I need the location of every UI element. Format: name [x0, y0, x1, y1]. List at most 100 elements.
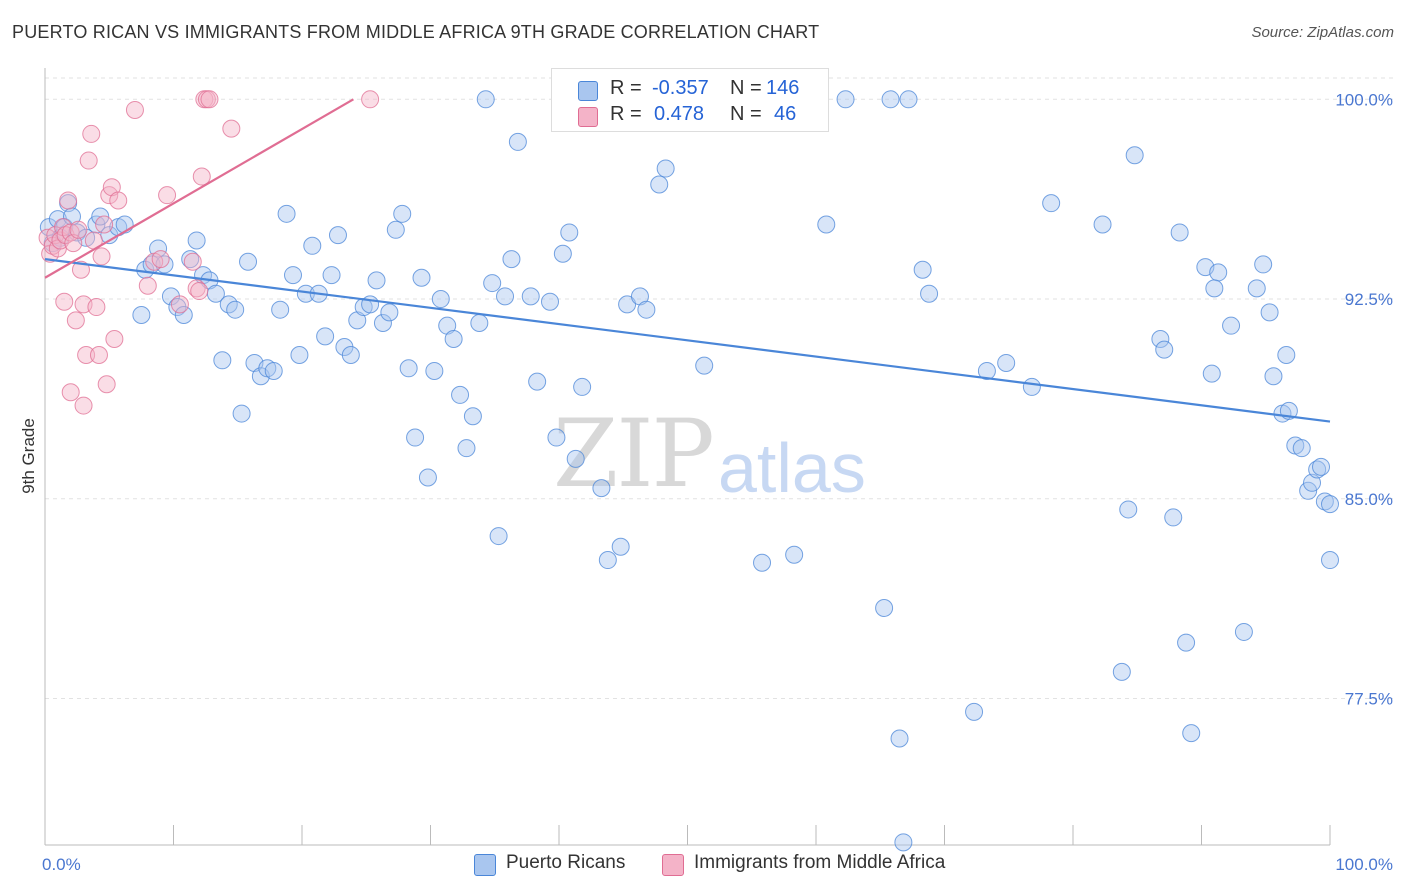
point-middle-africa: [87, 298, 106, 317]
point-middle-africa: [59, 191, 78, 210]
point-puerto-ricans: [1264, 367, 1283, 386]
point-puerto-ricans: [1303, 473, 1322, 492]
point-puerto-ricans: [328, 226, 347, 245]
point-puerto-ricans: [1234, 622, 1253, 641]
point-puerto-ricans: [881, 90, 900, 109]
point-middle-africa: [109, 191, 128, 210]
point-puerto-ricans: [502, 250, 521, 269]
point-puerto-ricans: [1170, 223, 1189, 242]
puerto-ricans-points: [39, 90, 1339, 852]
point-puerto-ricans: [890, 729, 909, 748]
point-middle-africa: [82, 124, 101, 143]
axes: [44, 68, 1331, 846]
point-puerto-ricans: [187, 231, 206, 250]
point-middle-africa: [187, 279, 206, 298]
point-puerto-ricans: [656, 159, 675, 178]
bottom-legend-swatch-blue: [474, 854, 496, 876]
axis-labels: 77.5% 85.0% 92.5% 100.0% 0.0% 100.0% 9th Grade: [19, 90, 1393, 874]
point-puerto-ricans: [418, 468, 437, 487]
point-puerto-ricans: [553, 244, 572, 263]
legend-r-value: -0.357: [652, 77, 709, 99]
point-middle-africa: [170, 295, 189, 314]
point-puerto-ricans: [149, 239, 168, 258]
point-puerto-ricans: [463, 407, 482, 426]
point-puerto-ricans: [836, 90, 855, 109]
point-puerto-ricans: [380, 303, 399, 322]
point-puerto-ricans: [1312, 457, 1331, 476]
point-middle-africa: [69, 220, 88, 239]
point-puerto-ricans: [637, 300, 656, 319]
y-tick-label: 92.5%: [1345, 290, 1393, 309]
point-puerto-ricans: [489, 527, 508, 546]
point-puerto-ricans: [1202, 364, 1221, 383]
point-puerto-ricans: [444, 329, 463, 348]
point-puerto-ricans: [174, 306, 193, 325]
point-puerto-ricans: [573, 377, 592, 396]
gridlines: [45, 77, 1395, 700]
point-puerto-ricans: [785, 545, 804, 564]
point-puerto-ricans: [476, 90, 495, 109]
point-puerto-ricans: [483, 274, 502, 293]
point-puerto-ricans: [399, 359, 418, 378]
trend-lines: [44, 98, 1331, 423]
point-middle-africa: [61, 383, 80, 402]
legend-r-value: 0.478: [654, 103, 705, 125]
point-puerto-ricans: [470, 314, 489, 333]
bottom-legend-label: Puerto Ricans: [506, 852, 626, 873]
trend-line-puerto-ricans: [44, 258, 1331, 423]
point-puerto-ricans: [431, 290, 450, 309]
legend-swatch-pink: [578, 107, 598, 127]
point-middle-africa: [222, 119, 241, 138]
point-puerto-ricans: [303, 236, 322, 255]
point-puerto-ricans: [1292, 439, 1311, 458]
point-puerto-ricans: [547, 428, 566, 447]
point-middle-africa: [158, 186, 177, 205]
point-puerto-ricans: [1321, 495, 1339, 514]
point-puerto-ricans: [226, 300, 245, 319]
point-middle-africa: [79, 151, 98, 170]
point-puerto-ricans: [1112, 662, 1131, 681]
point-puerto-ricans: [753, 553, 772, 572]
point-puerto-ricans: [457, 439, 476, 458]
point-puerto-ricans: [965, 702, 984, 721]
point-puerto-ricans: [373, 314, 392, 333]
point-puerto-ricans: [1151, 329, 1170, 348]
point-puerto-ricans: [213, 351, 232, 370]
point-puerto-ricans: [1155, 340, 1174, 359]
point-puerto-ricans: [1205, 279, 1224, 298]
point-puerto-ricans: [367, 271, 386, 290]
point-puerto-ricans: [264, 361, 283, 380]
point-puerto-ricans: [1119, 500, 1138, 519]
watermark-zip: ZIP: [553, 400, 715, 509]
point-puerto-ricans: [1182, 724, 1201, 743]
point-puerto-ricans: [181, 250, 200, 269]
point-puerto-ricans: [521, 287, 540, 306]
point-middle-africa: [55, 292, 74, 311]
point-puerto-ricans: [817, 215, 836, 234]
point-middle-africa: [190, 282, 209, 301]
point-middle-africa: [183, 252, 202, 271]
point-puerto-ricans: [1277, 345, 1296, 364]
point-puerto-ricans: [920, 284, 939, 303]
point-puerto-ricans: [899, 90, 918, 109]
y-tick-label: 85.0%: [1345, 490, 1393, 509]
point-puerto-ricans: [239, 252, 258, 271]
watermark-atlas: atlas: [718, 429, 866, 507]
point-puerto-ricans: [1125, 146, 1144, 165]
point-puerto-ricans: [1042, 194, 1061, 213]
point-puerto-ricans: [271, 300, 290, 319]
point-puerto-ricans: [695, 356, 714, 375]
bottom-legend-label: Immigrants from Middle Africa: [694, 852, 946, 873]
point-puerto-ricans: [1321, 551, 1339, 570]
point-puerto-ricans: [1254, 255, 1273, 274]
point-puerto-ricans: [290, 345, 309, 364]
middle-africa-points: [38, 90, 380, 415]
stats-legend: R = -0.357 N = 146 R = 0.478 N = 46: [551, 68, 829, 132]
y-tick-label: 100.0%: [1335, 90, 1393, 109]
point-middle-africa: [125, 100, 144, 119]
point-puerto-ricans: [1247, 279, 1266, 298]
point-puerto-ricans: [592, 479, 611, 498]
point-middle-africa: [361, 90, 380, 109]
point-puerto-ricans: [132, 306, 151, 325]
